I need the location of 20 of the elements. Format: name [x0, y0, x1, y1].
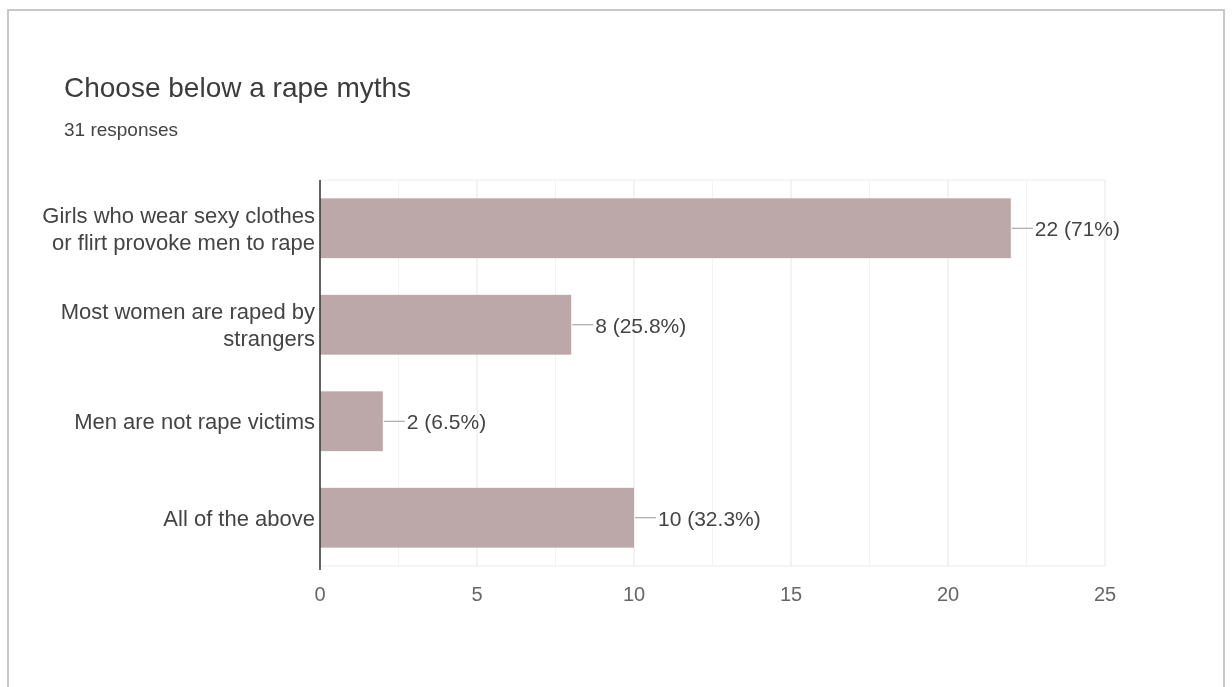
data-label: 22 (71%) — [1034, 216, 1121, 240]
data-label: 2 (6.5%) — [406, 409, 487, 433]
x-tick-label: 20 — [936, 583, 960, 605]
bar — [320, 391, 383, 452]
text: 31 responses — [64, 119, 179, 140]
x-tick-label: 5 — [471, 583, 483, 605]
chart-title: Choose below a rape myths — [64, 72, 412, 103]
x-tick-label: 0 — [314, 583, 326, 605]
x-tick-label: 10 — [622, 583, 646, 605]
bar — [320, 198, 1011, 259]
data-label: 8 (25.8%) — [595, 313, 687, 337]
y-tick-label: Men are not rape victims — [74, 408, 315, 434]
x-tick-label: 15 — [779, 583, 803, 605]
bar — [320, 487, 634, 548]
y-tick-label: Girls who wear sexy clothes or flirt provoke men to rape — [42, 202, 315, 255]
bar — [320, 294, 572, 355]
data-label: 10 (32.3%) — [658, 506, 761, 530]
x-tick-label: 25 — [1093, 583, 1117, 605]
y-tick-label: Most women are raped by strangers — [60, 298, 315, 351]
y-tick-label: All of the above — [163, 505, 315, 531]
